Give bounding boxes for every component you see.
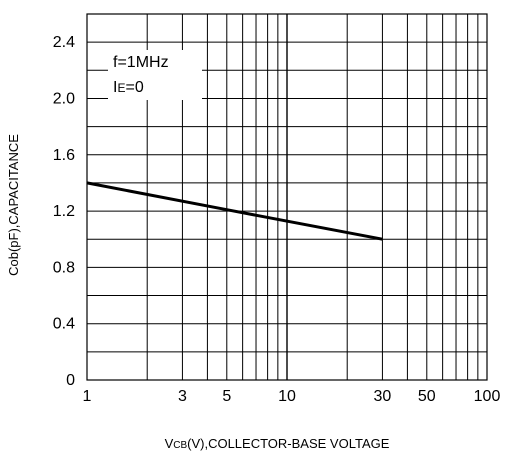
y-axis-label: Cob(pF),CAPACITANCE — [6, 134, 21, 276]
y-tick-label: 0.8 — [53, 259, 75, 276]
annotation-box: f=1MHz IE=0 — [108, 50, 202, 100]
annotation-emitter-current-main: I — [113, 79, 117, 96]
y-tick-label: 2.4 — [53, 34, 75, 51]
x-tick-label: 1 — [83, 388, 92, 405]
annotation-background — [108, 50, 202, 100]
plot-frame — [86, 13, 488, 381]
y-tick-label: 0.4 — [53, 316, 75, 333]
y-tick-label: 1.6 — [53, 147, 75, 164]
x-axis-label-rest: (V),COLLECTOR-BASE VOLTAGE — [187, 436, 390, 451]
y-tick-labels: 0 0.4 0.8 1.2 1.6 2.0 2.4 — [53, 34, 75, 389]
y-tick-label: 0 — [66, 372, 75, 389]
annotation-emitter-current-rest: =0 — [125, 79, 143, 96]
y-tick-label: 1.2 — [53, 203, 75, 220]
x-axis-label-main: V — [165, 436, 174, 451]
annotation-frequency: f=1MHz — [113, 54, 169, 71]
x-tick-labels: 1 3 5 10 30 50 100 — [83, 388, 501, 405]
x-tick-label: 30 — [374, 388, 392, 405]
capacitance-curve — [86, 181, 383, 241]
annotation-emitter-current-sub: E — [117, 81, 125, 95]
x-axis-label-sub: CB — [173, 440, 187, 451]
series-layer — [86, 181, 383, 241]
x-tick-label: 10 — [278, 388, 296, 405]
y-tick-label: 2.0 — [53, 90, 75, 107]
x-tick-label: 50 — [418, 388, 436, 405]
x-tick-label: 100 — [474, 388, 501, 405]
x-tick-label: 3 — [178, 388, 187, 405]
annotation-emitter-current: IE=0 — [113, 79, 144, 96]
grid-lines — [87, 14, 487, 380]
x-tick-label: 5 — [222, 388, 231, 405]
x-axis-label: VCB(V),COLLECTOR-BASE VOLTAGE — [165, 436, 390, 451]
